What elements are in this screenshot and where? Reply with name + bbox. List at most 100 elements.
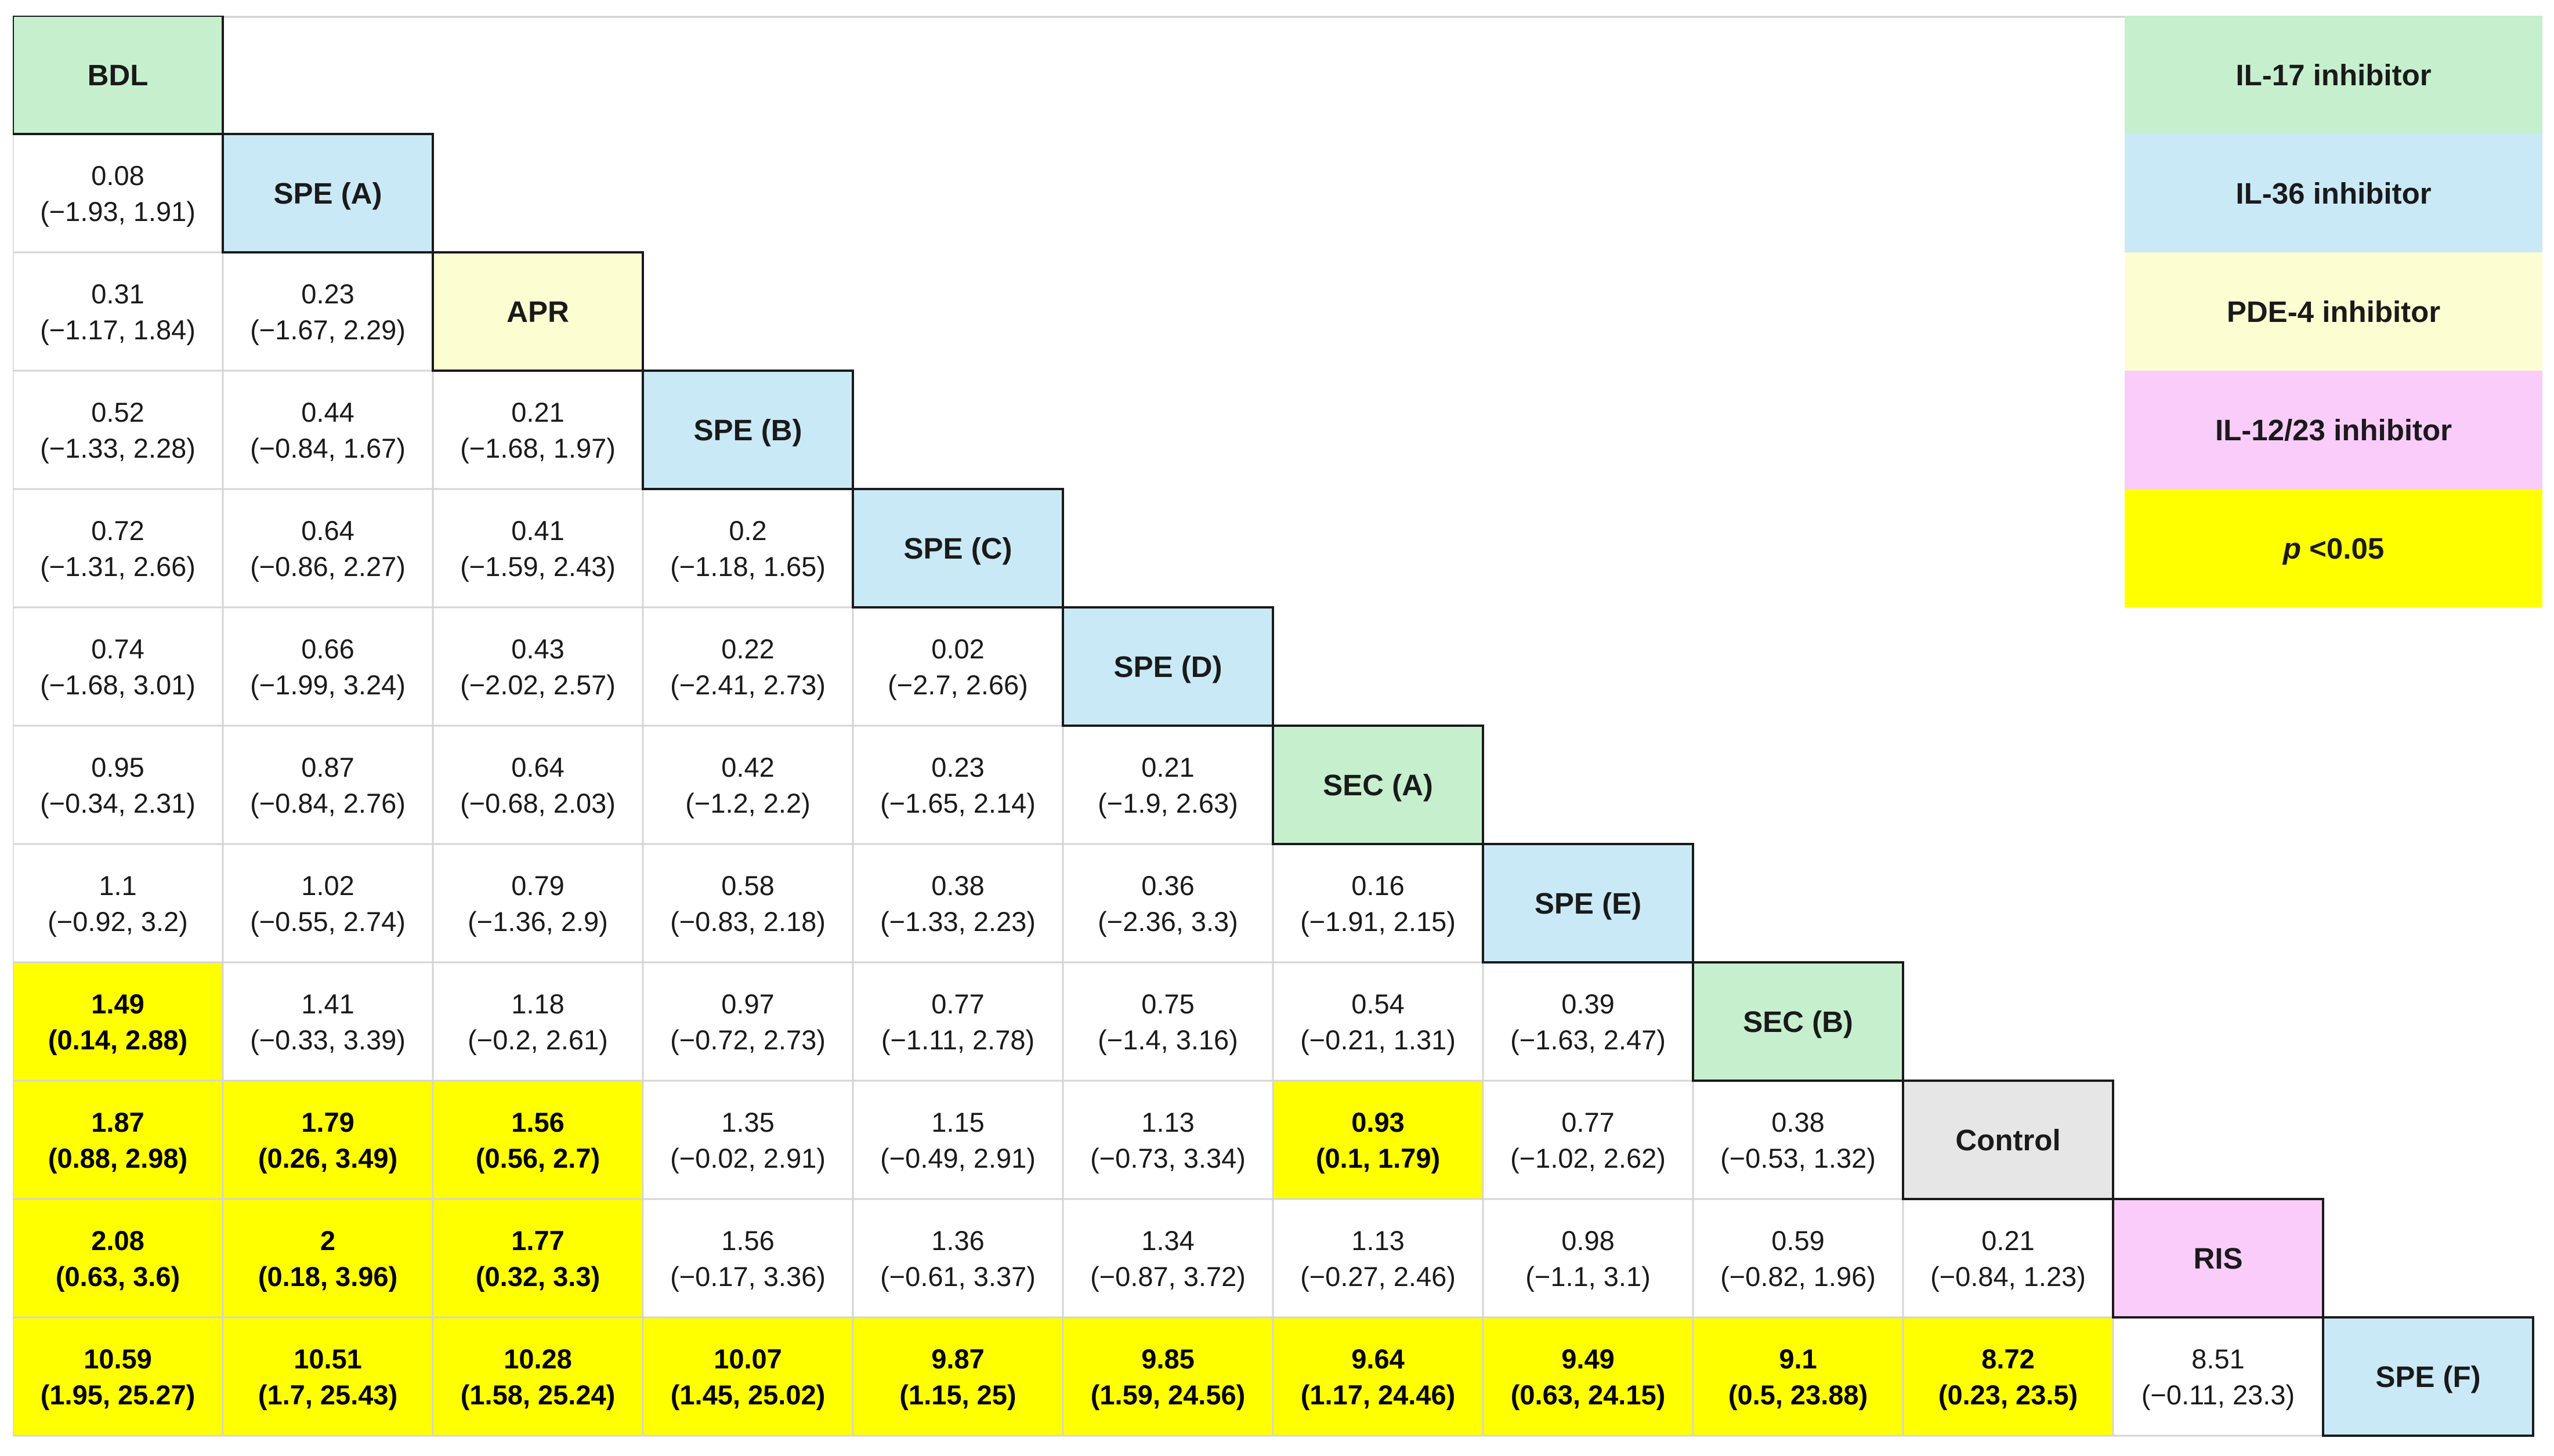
effect-estimate: 0.79 (511, 870, 564, 901)
comparison-cell: 0.64 (−0.68, 2.03) (432, 725, 644, 845)
confidence-interval: (−1.18, 1.65) (670, 551, 826, 582)
effect-estimate: 0.87 (301, 752, 354, 783)
treatment-label: RIS (2193, 1242, 2242, 1275)
comparison-cell: 1.13 (−0.73, 3.34) (1062, 1080, 1274, 1200)
confidence-interval: (0.23, 23.5) (1938, 1379, 2078, 1410)
comparison-cell-bg (13, 961, 224, 1082)
comparison-cell: 1.13 (−0.27, 2.46) (1272, 1198, 1484, 1319)
comparison-cell: 0.97 (−0.72, 2.73) (642, 961, 854, 1082)
confidence-interval: (−0.2, 2.61) (468, 1024, 608, 1055)
comparison-cell-bg (1482, 1198, 1694, 1319)
comparison-cell-bg (13, 1316, 224, 1437)
effect-estimate: 1.79 (301, 1107, 354, 1138)
confidence-interval: (1.15, 25) (899, 1379, 1016, 1410)
effect-estimate: 9.49 (1561, 1343, 1614, 1374)
comparison-cell-bg (222, 843, 434, 964)
effect-estimate: 0.08 (91, 160, 144, 191)
effect-estimate: 0.93 (1351, 1107, 1404, 1138)
effect-estimate: 0.44 (301, 397, 354, 428)
confidence-interval: (−1.2, 2.2) (685, 788, 811, 818)
treatment-cell: SEC (A) (1272, 725, 1484, 845)
comparison-cell-bg (432, 961, 644, 1082)
comparison-cell: 0.39 (−1.63, 2.47) (1482, 961, 1694, 1082)
treatment-cell-bg (1482, 843, 1694, 964)
comparison-cell-bg (13, 843, 224, 964)
confidence-interval: (−0.17, 3.36) (670, 1261, 826, 1292)
effect-estimate: 1.13 (1351, 1225, 1404, 1256)
confidence-interval: (−0.11, 23.3) (2141, 1379, 2295, 1410)
comparison-cell: 10.07 (1.45, 25.02) (642, 1316, 854, 1437)
treatment-cell-bg (432, 251, 644, 372)
comparison-cell-bg (1482, 961, 1694, 1082)
legend-item: PDE-4 inhibitor (2125, 252, 2542, 371)
comparison-cell-bg (852, 1198, 1064, 1319)
treatment-label: SPE (C) (903, 532, 1012, 565)
comparison-cell: 2.08 (0.63, 3.6) (13, 1198, 224, 1319)
comparison-cell: 0.98 (−1.1, 3.1) (1482, 1198, 1694, 1319)
confidence-interval: (−0.33, 3.39) (250, 1024, 406, 1055)
effect-estimate: 8.51 (2191, 1343, 2244, 1374)
comparison-cell-bg (13, 1198, 224, 1319)
effect-estimate: 0.38 (1771, 1107, 1824, 1138)
treatment-cell: SPE (F) (2322, 1316, 2534, 1437)
effect-estimate: 1.56 (511, 1107, 564, 1138)
comparison-cell: 0.2 (−1.18, 1.65) (642, 488, 854, 609)
confidence-interval: (0.63, 24.15) (1511, 1379, 1666, 1410)
legend-item: IL-17 inhibitor (2125, 16, 2542, 134)
legend-text: <0.05 (2301, 532, 2384, 565)
effect-estimate: 0.43 (511, 633, 564, 664)
effect-estimate: 0.2 (729, 515, 766, 546)
effect-estimate: 0.72 (91, 515, 144, 546)
legend-label: IL-12/23 inhibitor (2215, 414, 2452, 447)
comparison-cell-bg (432, 725, 644, 845)
treatment-cell-bg (1062, 606, 1274, 727)
comparison-cell-bg (222, 1198, 434, 1319)
confidence-interval: (−1.67, 2.29) (250, 314, 406, 345)
legend-swatch (2125, 371, 2542, 489)
effect-estimate: 0.66 (301, 633, 354, 664)
comparison-cell: 0.64 (−0.86, 2.27) (222, 488, 434, 609)
comparison-cell-bg (1272, 1198, 1484, 1319)
treatment-label: BDL (88, 59, 149, 92)
comparison-cell: 0.16 (−1.91, 2.15) (1272, 843, 1484, 964)
confidence-interval: (−0.61, 3.37) (880, 1261, 1036, 1292)
confidence-interval: (−0.92, 3.2) (48, 906, 188, 937)
treatment-cell: SPE (D) (1062, 606, 1274, 727)
comparison-cell: 9.49 (0.63, 24.15) (1482, 1316, 1694, 1437)
comparison-cell-bg (1272, 1316, 1484, 1437)
comparison-cell-bg (13, 133, 224, 253)
confidence-interval: (−1.36, 2.9) (468, 906, 608, 937)
confidence-interval: (−1.1, 3.1) (1525, 1261, 1651, 1292)
comparison-cell-bg (1692, 1198, 1904, 1319)
comparison-cell: 0.23 (−1.67, 2.29) (222, 251, 434, 372)
comparison-cell: 0.21 (−1.9, 2.63) (1062, 725, 1274, 845)
legend-swatch (2125, 16, 2542, 134)
effect-estimate: 10.28 (504, 1343, 572, 1374)
comparison-cell-bg (852, 606, 1064, 727)
comparison-cell: 8.72 (0.23, 23.5) (1902, 1316, 2114, 1437)
effect-estimate: 0.42 (721, 752, 774, 783)
comparison-cell-bg (432, 843, 644, 964)
treatment-cell-bg (1692, 961, 1904, 1082)
comparison-cell: 9.1 (0.5, 23.88) (1692, 1316, 1904, 1437)
comparison-cell-bg (1272, 1080, 1484, 1200)
comparison-cell: 0.38 (−0.53, 1.32) (1692, 1080, 1904, 1200)
treatment-label: SPE (D) (1113, 650, 1222, 683)
effect-estimate: 1.35 (721, 1107, 774, 1138)
comparison-cell: 0.58 (−0.83, 2.18) (642, 843, 854, 964)
effect-estimate: 9.1 (1779, 1343, 1817, 1374)
comparison-cell: 0.44 (−0.84, 1.67) (222, 370, 434, 490)
treatment-cell-bg (1902, 1080, 2114, 1200)
treatment-label: SPE (E) (1535, 887, 1641, 920)
effect-estimate: 0.21 (1981, 1225, 2034, 1256)
effect-estimate: 0.54 (1351, 988, 1404, 1019)
legend-label: p <0.05 (2282, 532, 2384, 565)
treatment-label: SPE (A) (273, 177, 382, 210)
effect-estimate: 0.98 (1561, 1225, 1614, 1256)
effect-estimate: 0.75 (1141, 988, 1194, 1019)
comparison-cell: 0.52 (−1.33, 2.28) (13, 370, 224, 490)
comparison-cell-bg (642, 725, 854, 845)
confidence-interval: (0.32, 3.3) (476, 1261, 600, 1292)
comparison-cell: 0.95 (−0.34, 2.31) (13, 725, 224, 845)
league-table: 0.08 (−1.93, 1.91) 0.31 (−1.17, 1.84) 0.23 (−… (13, 16, 2542, 1437)
